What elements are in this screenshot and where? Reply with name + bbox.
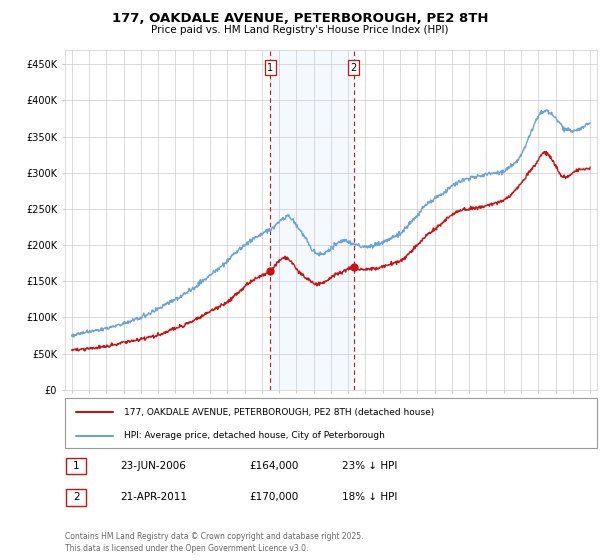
Text: HPI: Average price, detached house, City of Peterborough: HPI: Average price, detached house, City…: [124, 431, 385, 440]
Text: 177, OAKDALE AVENUE, PETERBOROUGH, PE2 8TH (detached house): 177, OAKDALE AVENUE, PETERBOROUGH, PE2 8…: [124, 408, 434, 417]
Text: £170,000: £170,000: [249, 492, 298, 502]
Text: 177, OAKDALE AVENUE, PETERBOROUGH, PE2 8TH: 177, OAKDALE AVENUE, PETERBOROUGH, PE2 8…: [112, 12, 488, 25]
Text: Price paid vs. HM Land Registry's House Price Index (HPI): Price paid vs. HM Land Registry's House …: [151, 25, 449, 35]
Text: 21-APR-2011: 21-APR-2011: [120, 492, 187, 502]
Text: Contains HM Land Registry data © Crown copyright and database right 2025.
This d: Contains HM Land Registry data © Crown c…: [65, 533, 364, 553]
Text: 1: 1: [73, 461, 80, 471]
Text: £164,000: £164,000: [249, 461, 298, 471]
Bar: [270, 50, 353, 390]
Text: 18% ↓ HPI: 18% ↓ HPI: [342, 492, 397, 502]
Text: 1: 1: [267, 63, 273, 73]
Text: 23-JUN-2006: 23-JUN-2006: [120, 461, 186, 471]
Text: 2: 2: [350, 63, 356, 73]
Text: 23% ↓ HPI: 23% ↓ HPI: [342, 461, 397, 471]
Text: 2: 2: [73, 492, 80, 502]
